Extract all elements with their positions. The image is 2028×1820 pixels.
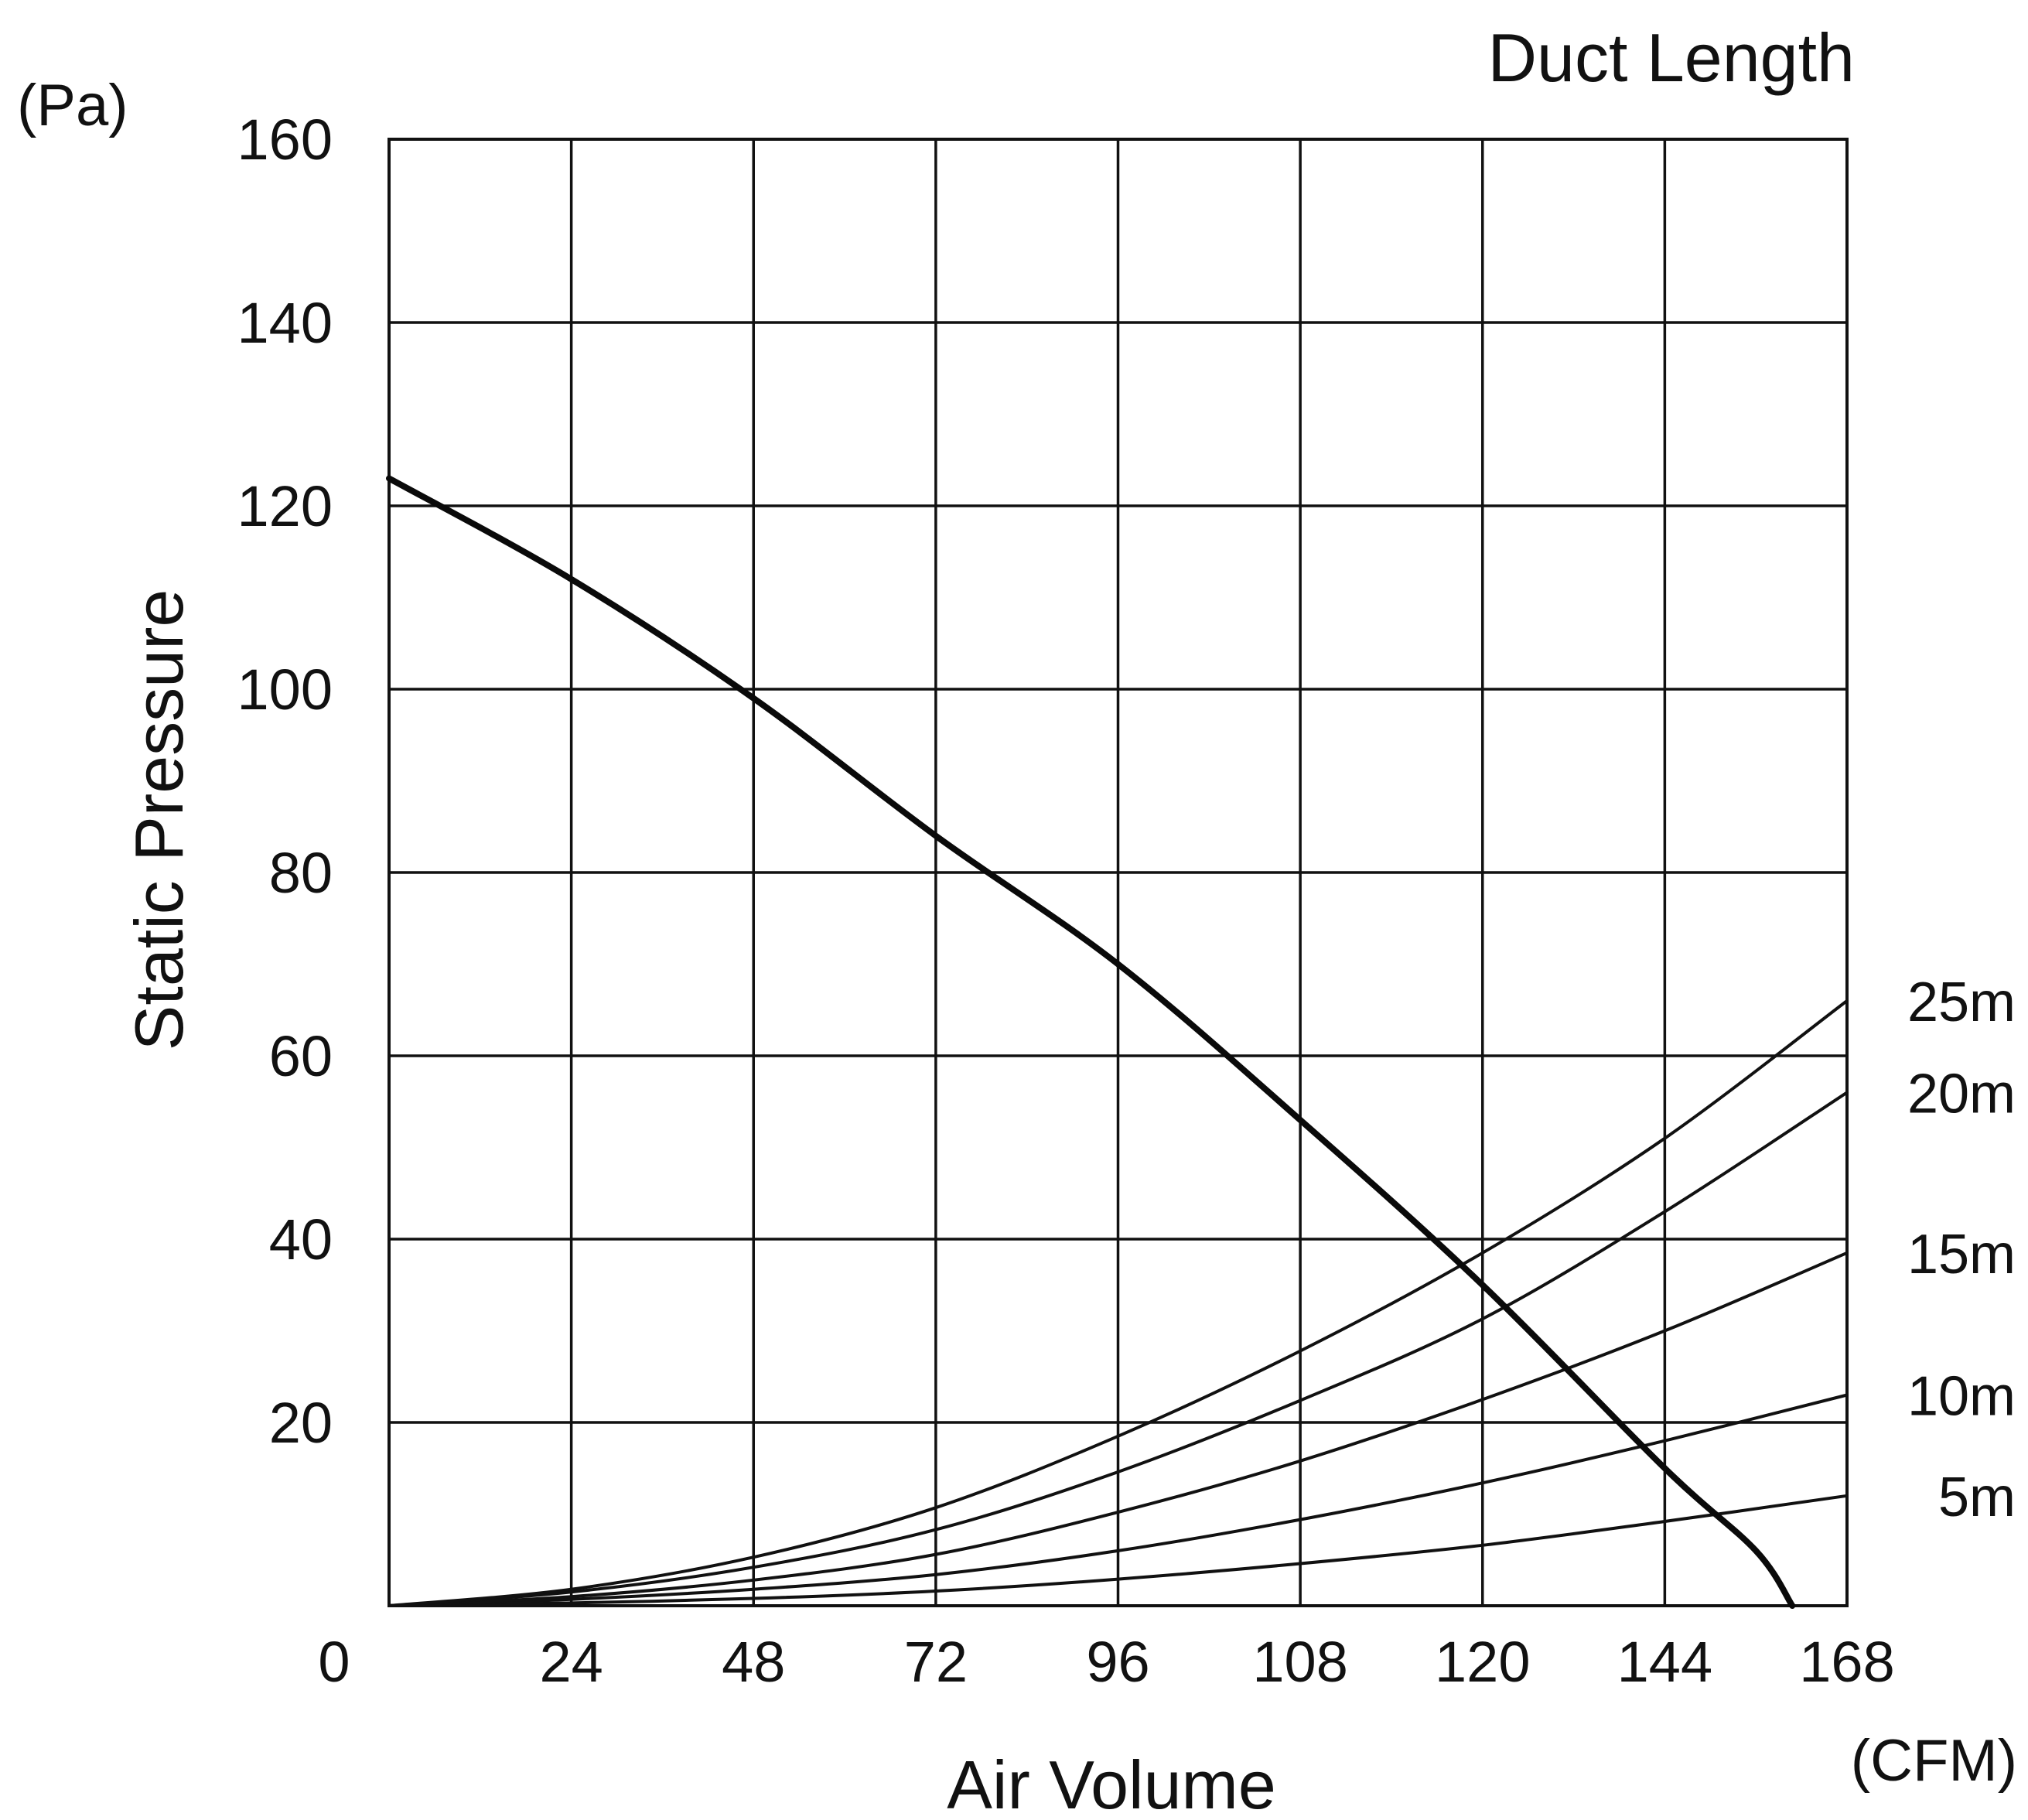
y-tick-label: 60 xyxy=(269,1024,333,1088)
series-label-5m: 5m xyxy=(1938,1467,2016,1528)
x-tick-label: 0 xyxy=(318,1630,350,1694)
y-tick-label: 140 xyxy=(237,291,333,355)
x-axis-title: Air Volume xyxy=(947,1747,1276,1816)
series-label-25m: 25m xyxy=(1907,971,2016,1033)
series-line-15m xyxy=(388,1251,1849,1607)
fan-curve-line xyxy=(386,475,1796,1609)
series-line-20m xyxy=(388,1091,1849,1607)
series-label-20m: 20m xyxy=(1907,1063,2016,1125)
x-tick-label: 48 xyxy=(722,1630,785,1694)
chart-title: Duct Length xyxy=(1487,19,1855,96)
y-tick-label: 20 xyxy=(269,1391,333,1455)
y-tick-label: 100 xyxy=(237,657,333,722)
grid-layer xyxy=(388,138,1849,1607)
series-layer: 5m 10m 15m 20m 25m xyxy=(386,475,2016,1609)
x-tick-label: 108 xyxy=(1252,1630,1347,1694)
y-tick-label: 40 xyxy=(269,1207,333,1272)
x-tick-label: 24 xyxy=(539,1630,603,1694)
series-label-10m: 10m xyxy=(1907,1365,2016,1427)
y-tick-label: 80 xyxy=(269,841,333,905)
series-label-15m: 15m xyxy=(1907,1224,2016,1286)
tick-layer: 0 24 48 72 96 108 120 144 168 20 40 60 80 100 120 140 16… xyxy=(237,108,1895,1694)
x-tick-label: 72 xyxy=(904,1630,968,1694)
y-unit-label: (Pa) xyxy=(17,73,128,138)
x-unit-label: (CFM) xyxy=(1851,1728,2017,1794)
series-line-25m xyxy=(388,999,1849,1607)
y-tick-label: 120 xyxy=(237,474,333,538)
y-tick-label: 160 xyxy=(237,108,333,172)
x-tick-label: 96 xyxy=(1086,1630,1149,1694)
x-tick-label: 144 xyxy=(1617,1630,1712,1694)
x-tick-label: 168 xyxy=(1799,1630,1894,1694)
x-tick-label: 120 xyxy=(1435,1630,1530,1694)
series-line-10m xyxy=(388,1393,1849,1607)
series-line-5m xyxy=(388,1494,1849,1607)
y-axis-title: Static Pressure xyxy=(121,589,197,1051)
